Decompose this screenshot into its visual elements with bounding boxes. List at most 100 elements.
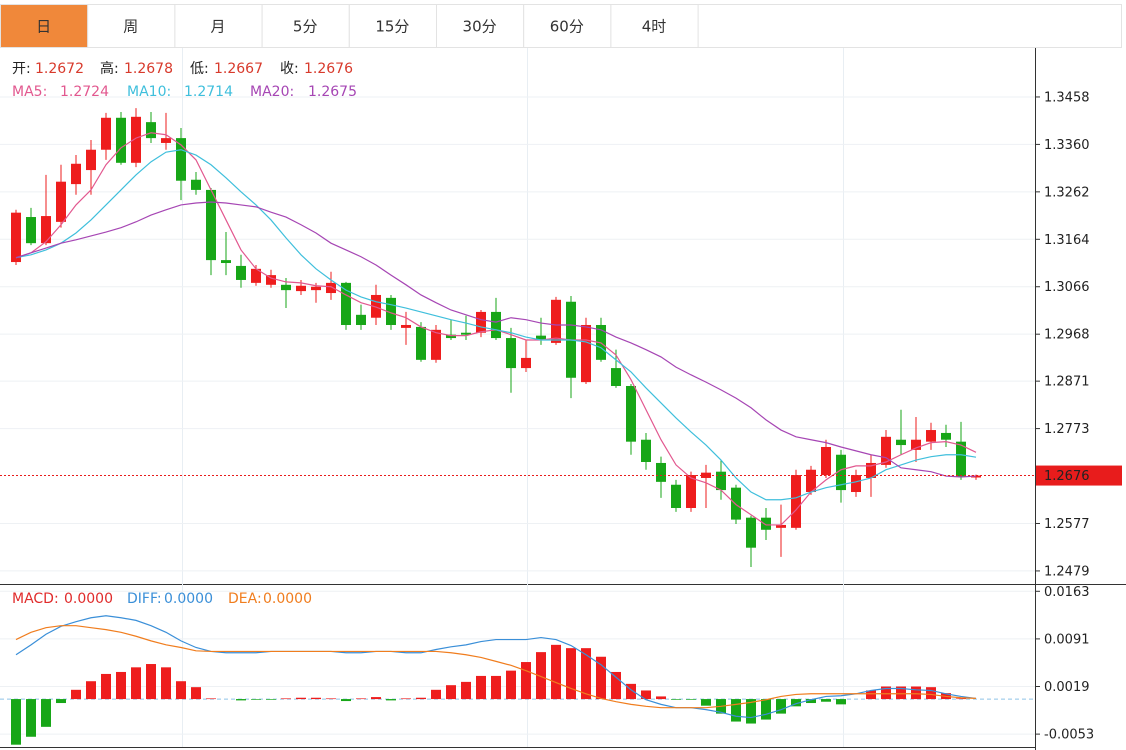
tab-label[interactable]: 月	[210, 18, 225, 36]
candle-body	[761, 517, 771, 530]
candle-body	[716, 471, 726, 491]
candle-body	[551, 299, 561, 343]
tab-label[interactable]: 15分	[375, 18, 409, 36]
candle-body	[896, 439, 906, 446]
macd-bar	[506, 670, 516, 700]
macd-bar	[431, 689, 441, 700]
macd-bar	[326, 698, 336, 700]
macd-bar	[686, 699, 696, 700]
candle-body	[311, 286, 321, 291]
last-price-label: 1.2676	[1044, 469, 1090, 484]
tab-label[interactable]: 60分	[550, 18, 584, 36]
candle-body	[836, 454, 846, 491]
candle-body	[206, 189, 216, 261]
legend-value: 0.0000	[164, 591, 213, 607]
candle-body	[821, 446, 831, 476]
macd-bar	[581, 648, 591, 700]
candle-body	[161, 138, 171, 143]
macd-bar	[26, 699, 36, 737]
summary-value: 1.2667	[214, 61, 263, 77]
macd-bar	[401, 698, 411, 700]
candle-body	[101, 117, 111, 150]
y-tick-label: 1.2968	[1044, 328, 1090, 343]
candle-body	[746, 517, 756, 548]
macd-line	[15, 625, 977, 709]
macd-bar	[836, 699, 846, 705]
candle-body	[476, 311, 486, 333]
legend-label: MA20:	[250, 84, 294, 100]
legend-value: 0.0000	[64, 591, 113, 607]
last-price-box	[1036, 465, 1122, 486]
macd-bar	[701, 699, 711, 706]
macd-bar	[866, 690, 876, 700]
legend-label: DEA:	[228, 591, 262, 607]
macd-bar	[386, 699, 396, 701]
macd-bar	[446, 685, 456, 700]
candle-body	[71, 163, 81, 185]
legend-value: 1.2675	[308, 84, 357, 100]
y-tick-label: -0.0053	[1044, 728, 1094, 743]
summary-label: 收:	[280, 61, 299, 77]
tab-label[interactable]: 30分	[463, 18, 497, 36]
tab[interactable]	[261, 4, 350, 48]
macd-bar	[296, 697, 306, 700]
legend-label: MA10:	[127, 84, 171, 100]
macd-bar	[911, 686, 921, 700]
macd-bar	[206, 698, 216, 700]
macd-bar	[416, 697, 426, 700]
candle-body	[941, 432, 951, 440]
candle-body	[356, 314, 366, 325]
y-tick-label: 1.2773	[1044, 422, 1090, 437]
candle-body	[86, 149, 96, 171]
candle-body	[686, 475, 696, 508]
macd-line	[15, 615, 977, 719]
candle-body	[131, 116, 141, 163]
macd-bar	[341, 699, 351, 702]
candle-body	[236, 265, 246, 280]
summary-label: 开:	[12, 61, 31, 77]
candle-body	[536, 335, 546, 340]
candle-body	[461, 332, 471, 335]
macd-bar	[236, 699, 246, 701]
candle-body	[281, 284, 291, 291]
candle-body	[41, 216, 51, 244]
candle-body	[866, 462, 876, 478]
candle-body	[56, 181, 66, 222]
macd-bar	[131, 667, 141, 700]
candle-body	[431, 329, 441, 360]
tab[interactable]	[0, 4, 89, 48]
macd-bar	[476, 675, 486, 700]
tab-label[interactable]: 日	[36, 18, 51, 36]
tab-label[interactable]: 周	[123, 18, 138, 36]
macd-bar	[266, 699, 276, 700]
candle-body	[656, 462, 666, 482]
macd-bar	[956, 698, 966, 700]
candle-body	[611, 368, 621, 386]
candle-body	[11, 212, 21, 263]
macd-bar	[536, 652, 546, 700]
tab[interactable]	[523, 4, 612, 48]
ma-line	[15, 149, 977, 501]
macd-bar	[776, 699, 786, 714]
macd-bar	[671, 699, 681, 700]
tab[interactable]	[436, 4, 525, 48]
tab[interactable]	[610, 4, 699, 48]
candle-body	[626, 385, 636, 442]
grid	[0, 96, 1040, 735]
tab-label[interactable]: 5分	[293, 18, 318, 36]
tab[interactable]	[87, 4, 176, 48]
tab[interactable]	[348, 4, 437, 48]
summary-label: 低:	[190, 61, 209, 77]
macd-bar	[566, 648, 576, 700]
candle-body	[386, 297, 396, 325]
macd-bar	[101, 673, 111, 700]
y-tick-label: 1.2577	[1044, 517, 1090, 532]
macd-bar	[881, 686, 891, 700]
candle-body	[731, 487, 741, 520]
macd-bar	[551, 644, 561, 700]
candle-body	[791, 475, 801, 528]
labels: 1.3458 1.3360 1.3262 1.3164 1.3066 1.2968 1.28…	[12, 60, 1122, 743]
tab-label[interactable]: 4时	[642, 18, 667, 36]
y-tick-label: 1.3360	[1044, 138, 1090, 153]
